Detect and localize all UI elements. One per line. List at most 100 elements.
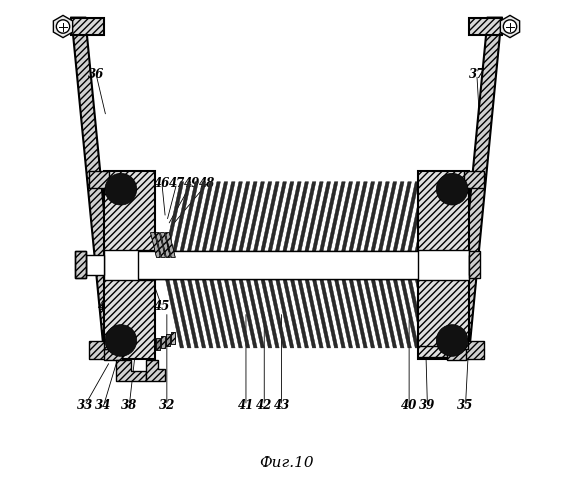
Bar (171, 332, 175, 344)
Bar (162, 336, 166, 348)
Bar (418, 171, 469, 359)
Polygon shape (53, 16, 73, 38)
Polygon shape (415, 182, 433, 251)
Polygon shape (291, 278, 308, 348)
Polygon shape (342, 182, 360, 251)
Circle shape (436, 324, 468, 356)
Text: 40: 40 (401, 399, 417, 412)
Polygon shape (422, 278, 441, 348)
Polygon shape (320, 182, 338, 251)
Bar (76, 251, 87, 278)
Polygon shape (297, 182, 316, 251)
Polygon shape (202, 278, 221, 348)
Polygon shape (422, 182, 441, 251)
Polygon shape (195, 182, 213, 251)
Polygon shape (364, 278, 382, 348)
Bar (469, 18, 501, 35)
Text: 49: 49 (183, 177, 200, 190)
Text: 39: 39 (419, 399, 435, 412)
Bar (89, 171, 108, 188)
Polygon shape (253, 278, 272, 348)
Polygon shape (378, 278, 397, 348)
Polygon shape (246, 278, 265, 348)
Bar (89, 342, 108, 359)
Polygon shape (456, 18, 501, 349)
Polygon shape (268, 182, 286, 251)
Polygon shape (231, 278, 250, 348)
Bar (104, 349, 123, 360)
Bar (104, 339, 126, 349)
Text: 43: 43 (273, 399, 290, 412)
Bar (87, 255, 104, 274)
Polygon shape (231, 182, 250, 251)
Polygon shape (378, 182, 397, 251)
Polygon shape (160, 232, 170, 258)
Text: 44: 44 (98, 300, 114, 314)
Polygon shape (239, 278, 257, 348)
Bar (446, 339, 468, 349)
Bar (166, 334, 170, 346)
Polygon shape (116, 360, 146, 381)
Bar (76, 251, 87, 278)
Bar (166, 334, 170, 346)
Polygon shape (224, 278, 242, 348)
Bar (104, 171, 155, 359)
Polygon shape (202, 182, 221, 251)
Text: 38: 38 (121, 399, 138, 412)
Polygon shape (291, 182, 308, 251)
Polygon shape (393, 182, 411, 251)
Text: 41: 41 (238, 399, 254, 412)
Bar (156, 338, 160, 350)
Polygon shape (393, 278, 411, 348)
Polygon shape (327, 278, 346, 348)
Circle shape (105, 324, 137, 356)
Polygon shape (401, 278, 419, 348)
Polygon shape (327, 182, 346, 251)
Polygon shape (364, 182, 382, 251)
Text: 47: 47 (168, 177, 185, 190)
Bar (104, 339, 126, 349)
Polygon shape (401, 182, 419, 251)
Bar (72, 18, 104, 35)
Polygon shape (356, 278, 375, 348)
Polygon shape (268, 278, 286, 348)
Circle shape (436, 174, 468, 205)
Text: 42: 42 (256, 399, 272, 412)
Bar (162, 336, 166, 348)
Text: 48: 48 (199, 177, 215, 190)
Polygon shape (172, 278, 191, 348)
Polygon shape (408, 278, 426, 348)
Polygon shape (166, 278, 184, 348)
Polygon shape (349, 278, 367, 348)
Text: 32: 32 (159, 399, 175, 412)
Polygon shape (151, 232, 160, 258)
Polygon shape (187, 182, 206, 251)
Text: Фиг.10: Фиг.10 (259, 456, 314, 469)
Bar (447, 349, 466, 360)
Bar (138, 251, 435, 278)
Polygon shape (180, 182, 198, 251)
Polygon shape (261, 182, 279, 251)
Text: 45: 45 (154, 300, 170, 314)
Polygon shape (342, 278, 360, 348)
Polygon shape (320, 278, 338, 348)
Bar (469, 251, 480, 278)
Polygon shape (224, 182, 242, 251)
Bar (89, 171, 108, 188)
Polygon shape (217, 182, 235, 251)
Text: 36: 36 (88, 68, 104, 81)
Polygon shape (155, 232, 166, 258)
Bar (465, 171, 484, 188)
Polygon shape (276, 182, 294, 251)
Polygon shape (312, 278, 331, 348)
Polygon shape (305, 278, 323, 348)
Polygon shape (166, 182, 184, 251)
Text: 35: 35 (457, 399, 474, 412)
Polygon shape (283, 278, 301, 348)
Bar (469, 251, 480, 278)
Polygon shape (371, 278, 389, 348)
Polygon shape (283, 182, 301, 251)
Bar (418, 171, 469, 359)
Polygon shape (500, 16, 520, 38)
Polygon shape (217, 278, 235, 348)
